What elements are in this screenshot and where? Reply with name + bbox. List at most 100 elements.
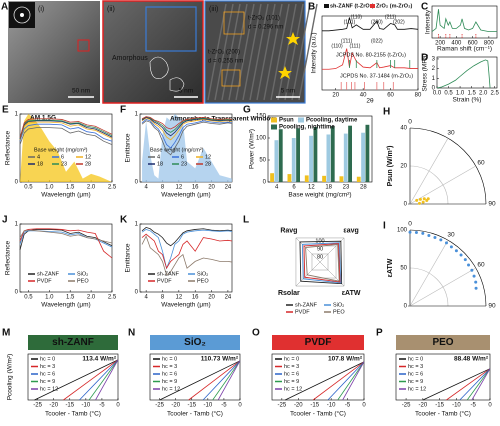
y-tick-label: 0 — [263, 180, 267, 186]
legend-label: Pcooling, nighttime — [279, 125, 335, 131]
data-line — [422, 368, 491, 401]
plot-frame — [395, 353, 491, 401]
x-tick-label: 12 — [308, 185, 315, 191]
legend-label: 6 — [61, 154, 64, 160]
scale-label: 5 nm — [281, 88, 295, 95]
legend-label: hc = 3 — [284, 364, 299, 370]
panel-letter: B — [308, 2, 315, 13]
data-point — [449, 245, 453, 249]
radar-polygon — [301, 242, 342, 284]
data-line — [141, 235, 233, 276]
legend-label: 28 — [85, 161, 91, 167]
data-line — [141, 228, 233, 270]
r-tick-label: 40 — [400, 126, 407, 132]
lattice-annotation: d = 0.255 nm — [208, 59, 243, 65]
data-line — [34, 359, 119, 401]
x-tick-label: 1.5 — [66, 185, 75, 191]
legend-label: hc = 12 — [40, 386, 58, 392]
x-tick-label: 8 — [161, 295, 165, 301]
bar — [343, 133, 348, 182]
lattice-fringe — [277, 3, 297, 101]
panel-letter: L — [243, 215, 249, 226]
data-point — [474, 286, 478, 290]
title-box — [28, 335, 118, 350]
x-tick-label: -10 — [204, 403, 213, 409]
data-line — [19, 118, 113, 138]
x-tick-label: -15 — [187, 403, 196, 409]
x-tick-label: 0 — [238, 403, 242, 409]
legend-label: 18 — [157, 161, 163, 167]
data-line — [327, 361, 365, 401]
bar — [348, 125, 352, 182]
panel-letter: P — [376, 328, 383, 339]
angle-grid — [409, 165, 476, 205]
legend-label: ZrO₂ (m-ZrO₂) — [376, 3, 413, 9]
title-box — [396, 335, 490, 350]
scale-label: 5 nm — [179, 88, 193, 95]
x-tick-label: 12 — [176, 185, 183, 191]
data-line — [79, 359, 119, 401]
x-tick-label: 1.0 — [45, 295, 54, 301]
scale-label: 50 nm — [72, 88, 90, 95]
legend-label: 4 — [37, 154, 40, 160]
legend-label: 4 — [157, 154, 160, 160]
legend-label: SiO₂ — [197, 271, 208, 277]
legend-label: hc = 6 — [40, 371, 55, 377]
data-line — [466, 368, 491, 401]
legend-label: sh-ZANF — [157, 271, 180, 277]
y-tick-label: 1 — [15, 112, 19, 118]
data-point — [463, 258, 467, 262]
x-tick-label: -10 — [327, 403, 336, 409]
legend-swatch — [298, 117, 304, 123]
zoom-box — [77, 39, 90, 52]
x-tick-label: -5 — [345, 403, 351, 409]
zoom-box — [145, 6, 197, 52]
data-point — [474, 280, 478, 284]
x-tick-label: -20 — [419, 403, 428, 409]
bar — [313, 127, 318, 182]
legend-label: PVDF — [295, 309, 310, 315]
data-line — [141, 116, 233, 130]
legend-label: hc = 6 — [162, 371, 177, 377]
lattice-fringe — [263, 3, 283, 101]
legend-label: 12 — [205, 154, 211, 160]
angle-tick-label: 0 — [408, 221, 412, 228]
x-tick-label: 28 — [360, 185, 367, 191]
panel-letter: D — [421, 53, 428, 64]
axis-label: Ravg — [280, 228, 297, 235]
legend-label: hc = 6 — [284, 371, 299, 377]
x-tick-label: 400 — [451, 41, 462, 47]
data-line — [19, 228, 113, 259]
x-tick-label: 1.0 — [456, 91, 465, 97]
x-tick-label: 1.5 — [66, 295, 75, 301]
legend-label: sh-ZANF — [37, 271, 60, 277]
spectrum-band — [142, 114, 232, 182]
r-tick-label: 80 — [317, 254, 323, 260]
radar-ring — [295, 237, 345, 287]
x-tick-label: 24 — [225, 185, 232, 191]
data-point — [417, 201, 421, 205]
legend-label: SiO₂ — [77, 271, 88, 277]
star — [286, 32, 300, 45]
data-line — [141, 120, 233, 156]
x-tick-label: 200 — [435, 41, 446, 47]
bar — [339, 176, 344, 182]
y-tick-label: 1 — [135, 222, 139, 228]
r-tick-label: 90 — [317, 246, 323, 252]
panel-letter: C — [421, 2, 428, 13]
legend-label: hc = 6 — [408, 371, 423, 377]
lattice-annotation: d = 0.296 nm — [248, 25, 283, 31]
data-line — [322, 17, 419, 32]
data-line — [19, 123, 113, 142]
panel-letter: K — [120, 215, 128, 226]
data-point — [433, 235, 437, 239]
legend-label: hc = 12 — [408, 386, 426, 392]
fringe-box — [223, 11, 245, 35]
legend-label: Pcooling, daytime — [306, 118, 358, 124]
x-tick-label: -25 — [155, 403, 164, 409]
data-line — [141, 117, 233, 141]
lattice-fringe — [242, 3, 262, 101]
x-tick-label: 800 — [484, 41, 495, 47]
lattice-fringe — [256, 3, 276, 101]
data-point — [422, 197, 426, 201]
